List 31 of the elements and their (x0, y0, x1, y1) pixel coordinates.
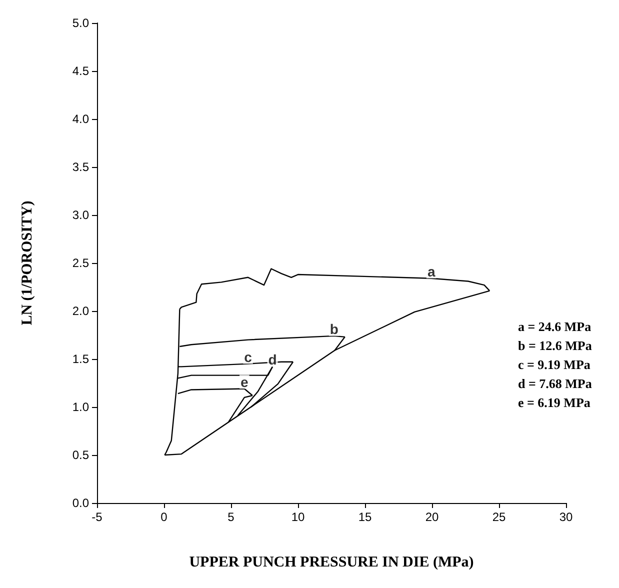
y-axis-title: LN (1/POROSITY) (20, 200, 36, 326)
y-tick-label: 2.0 (72, 304, 90, 318)
annotation: e (240, 374, 248, 390)
x-axis-title: UPPER PUNCH PRESSURE IN DIE (MPa) (189, 554, 474, 570)
x-tick-label: 20 (425, 510, 439, 524)
x-tick-label: 0 (160, 510, 168, 524)
annotation: e = 6.19 MPa (518, 395, 591, 410)
x-tick-label: 10 (291, 510, 305, 524)
y-tick-label: 4.5 (72, 64, 90, 78)
annotation: b (330, 320, 338, 337)
y-tick-label: 1.5 (72, 352, 90, 366)
x-tick-label: 5 (228, 510, 235, 524)
annotation: a (427, 263, 436, 280)
annotation: c = 9.19 MPa (518, 357, 591, 372)
x-tick-label: 30 (559, 510, 573, 524)
annotation: d = 7.68 MPa (518, 376, 592, 391)
y-tick-label: 3.5 (72, 160, 90, 174)
x-tick-label: 25 (492, 510, 506, 524)
x-tick-label: -5 (92, 510, 103, 524)
annotation: c (244, 348, 252, 365)
y-tick-label: 1.0 (72, 400, 90, 414)
y-tick-label: 2.5 (72, 256, 90, 270)
x-tick-label: 15 (358, 510, 372, 524)
y-tick-label: 3.0 (72, 208, 90, 222)
y-tick-label: 0.5 (72, 448, 90, 462)
annotation: d (268, 352, 277, 368)
y-tick-label: 4.0 (72, 112, 90, 126)
annotation: a = 24.6 MPa (518, 319, 592, 334)
y-tick-label: 0.0 (72, 496, 90, 510)
y-tick-label: 5.0 (72, 16, 90, 30)
annotation: b = 12.6 MPa (518, 338, 592, 353)
